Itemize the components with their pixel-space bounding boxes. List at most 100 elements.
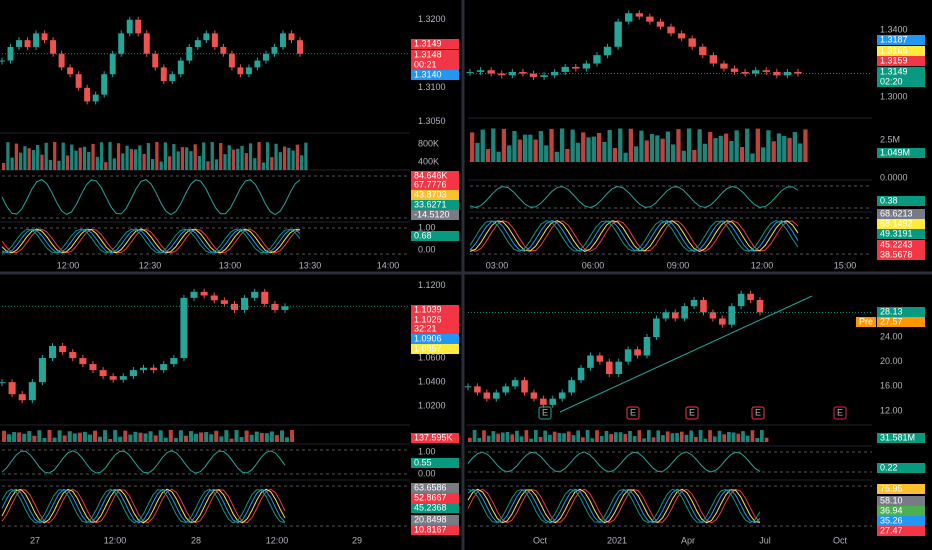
price-tag-box [877,148,925,158]
price-tag-box [877,35,925,45]
volume-bar [112,158,116,170]
candle [177,60,184,75]
volume-bar [180,147,185,170]
indicator-line [469,220,799,252]
earnings-label: E [689,407,695,417]
candle [709,55,718,64]
volume-bar [163,142,168,170]
volume-bar [692,149,697,162]
time-label: Oct [533,535,548,545]
indicator-line [467,488,761,524]
volume-bar [143,433,148,442]
candle [271,46,278,54]
price-tag-box [411,334,459,344]
volume-bar [219,436,224,442]
candle [549,398,557,405]
volume-bar [501,128,507,162]
volume-bar [82,146,87,170]
volume-bar [278,152,282,170]
price-tag-text: 32:21 [414,323,437,333]
price-tag-text: 0.55 [414,457,432,467]
candle [135,19,142,34]
candle [18,394,26,401]
price-tag-text: 1.0906 [414,333,442,343]
volume-bar [729,141,734,162]
volume-bar [121,153,125,170]
volume-bar [776,133,782,162]
price-tag: 31.581M [877,432,925,443]
volume-bar [713,138,718,162]
price-tag: -14.5120 [411,209,459,220]
volume-bar [637,430,642,442]
volume-bar [702,143,708,162]
volume-bar [172,144,176,170]
volume-bar [279,430,284,442]
volume-bar [103,430,108,442]
price-tag-box [877,433,925,443]
volume-bar [151,159,155,170]
volume-bar [670,433,675,442]
volume-bar [295,144,299,170]
volume-bar [708,131,713,162]
candle [220,46,227,54]
volume-bar [675,432,679,442]
volume-bar [31,150,36,170]
volume-bar [512,131,517,162]
candle [466,71,474,73]
volume-bar [265,142,270,170]
price-tag-box [411,315,459,325]
volume-bar [188,431,194,442]
indicator-line [467,451,761,473]
candle [0,382,6,384]
price-tag-text: 1.3166 [880,45,908,55]
volume-bar [163,437,168,442]
volume-bar [475,142,480,162]
volume-bar [480,129,485,162]
volume-bar [739,147,745,162]
volume-bar [158,430,163,442]
volume-bar [665,131,671,162]
volume-bar [559,128,565,162]
price-tag-text: 28.13 [880,306,903,316]
price-tag-text: 0.22 [880,462,898,472]
indicator-line [1,488,286,524]
earnings-label: E [630,407,636,417]
candle [783,71,792,76]
candle [643,336,651,356]
price-tag: 75.95 [877,483,925,494]
candle [143,33,150,54]
volume-bar [234,430,239,442]
volume-bar [562,433,566,442]
scale-label: 400K [418,156,439,166]
price-tag: 0.55 [411,457,459,468]
price-tag: 32:21 [411,323,459,334]
price-tag-text: 36.94 [880,505,903,515]
volume-bar [477,437,482,442]
volume-bar [40,154,44,170]
price-tag-box [877,463,925,473]
price-tag: 1.0857 [411,343,459,354]
candle [254,60,261,68]
price-tag-text: 1.3187 [880,34,908,44]
volume-bar [609,433,613,442]
volume-bar [32,435,37,442]
volume-bar [36,144,40,170]
volume-bar [468,437,472,442]
volume-bar [543,430,548,442]
candle [605,361,613,374]
volume-bar [194,433,199,442]
volume-bar [206,161,210,170]
volume-bar [533,139,538,162]
candle [487,70,495,74]
candle [568,380,575,393]
volume-bar [264,433,269,442]
volume-bar [570,129,575,162]
volume-bar [798,143,803,162]
price-tag-box [411,210,459,220]
candle [297,40,303,54]
earnings-label: E [542,407,548,417]
volume-bar [644,140,649,162]
price-tag-text: 1.3140 [414,69,442,79]
scale-label: 0.0000 [880,172,908,182]
candle [662,312,670,319]
